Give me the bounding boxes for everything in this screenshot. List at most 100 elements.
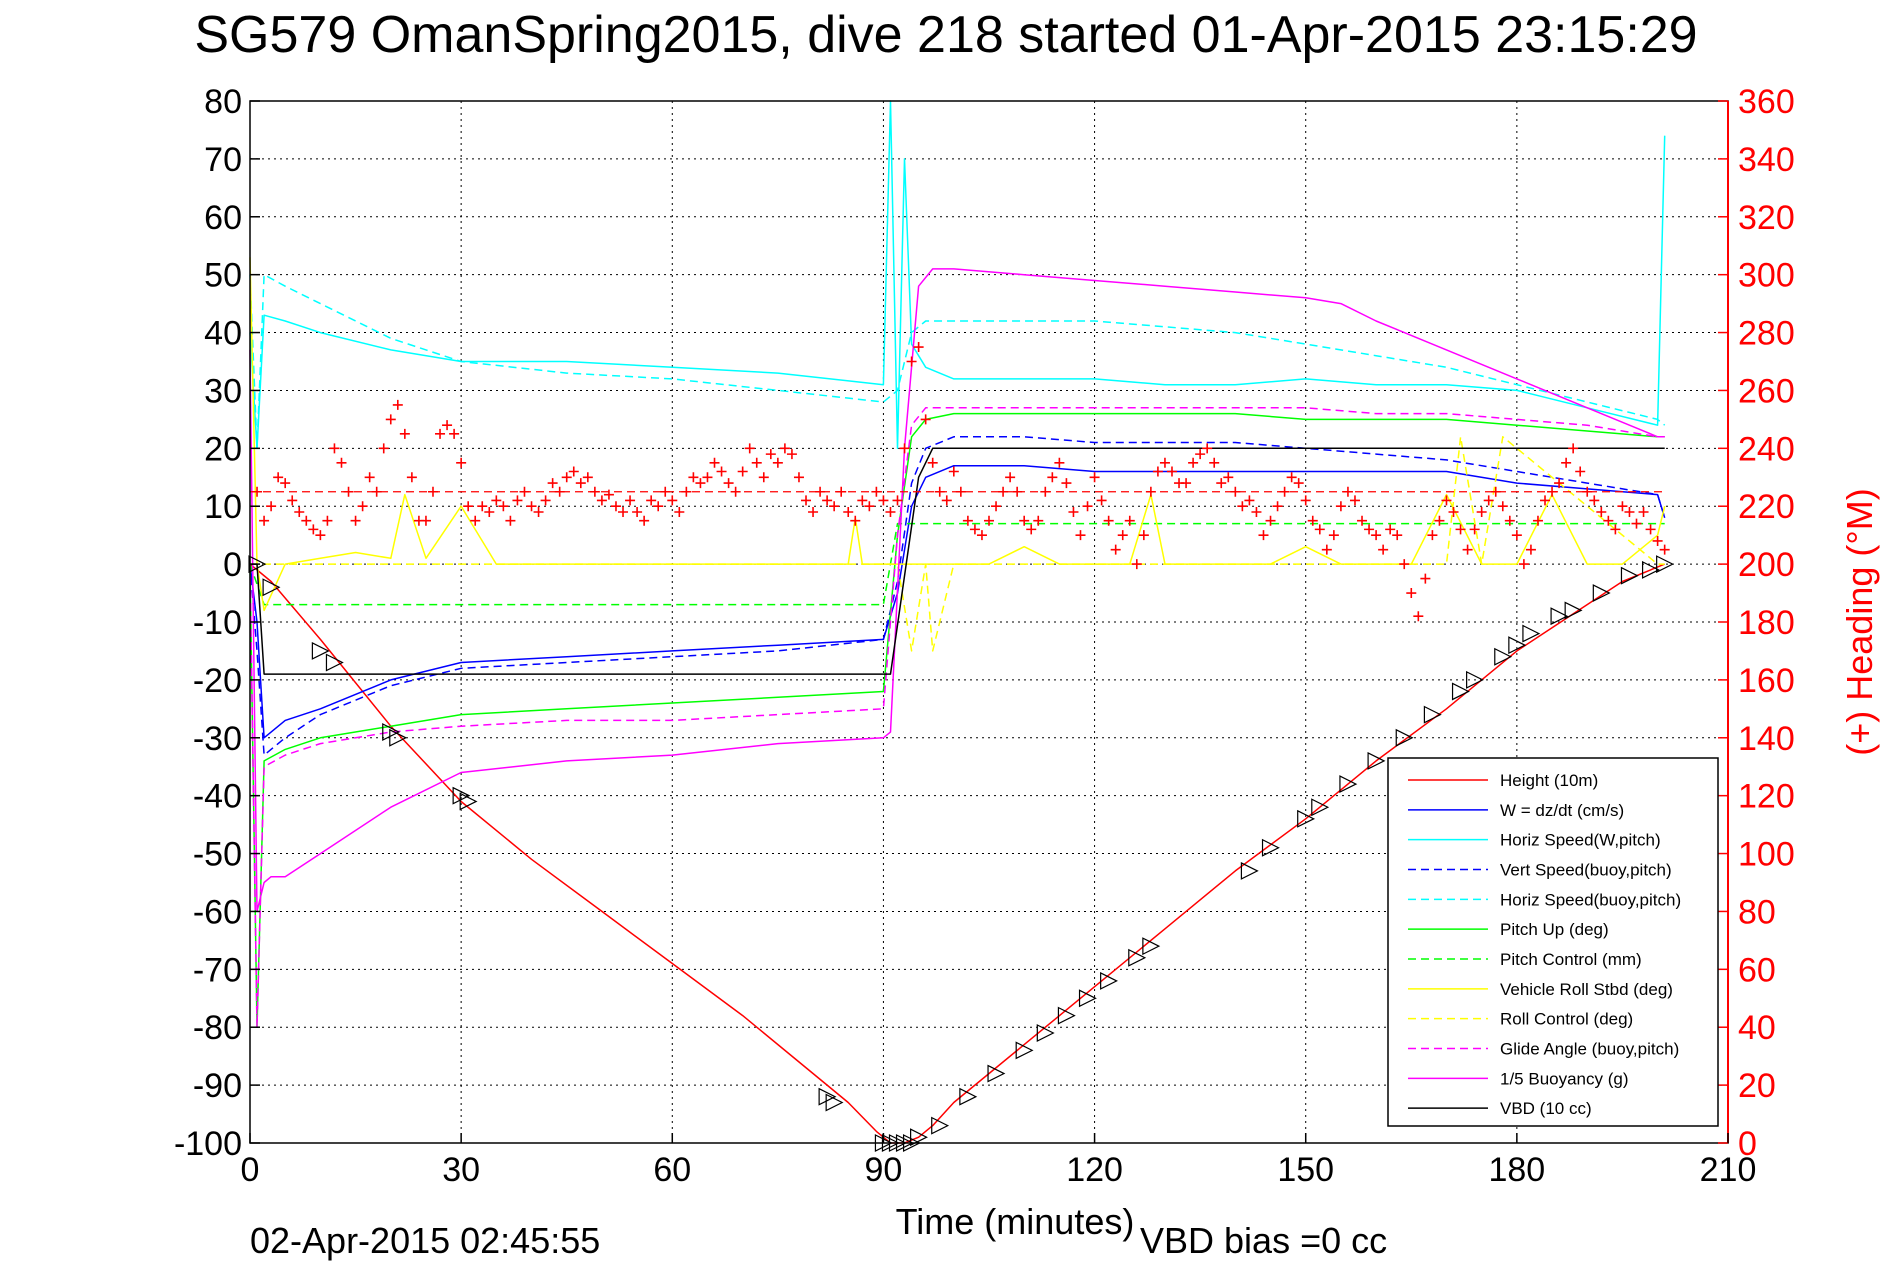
heading-point	[1068, 507, 1079, 518]
heading-point	[406, 472, 417, 483]
heading-point	[385, 414, 396, 425]
heading-point	[568, 466, 579, 477]
tick-label-right: 260	[1738, 372, 1795, 410]
tick-label-x: 150	[1277, 1151, 1334, 1189]
heading-point	[991, 501, 1002, 512]
heading-point	[1272, 501, 1283, 512]
heading-point	[702, 472, 713, 483]
tick-label-right: 20	[1738, 1067, 1776, 1105]
heading-point	[1589, 495, 1600, 506]
legend-label: Horiz Speed(buoy,pitch)	[1500, 890, 1681, 909]
heading-point	[1251, 507, 1262, 518]
tick-label-right: 160	[1738, 662, 1795, 700]
heading-point	[829, 501, 840, 512]
depth-marker	[987, 1064, 1006, 1083]
tick-label-x: 0	[241, 1151, 260, 1189]
tick-label-right: 140	[1738, 720, 1795, 758]
series-line-4	[249, 273, 1666, 450]
heading-point	[1181, 478, 1192, 489]
tick-label-left: -40	[193, 778, 242, 816]
depth-marker	[910, 1128, 928, 1147]
tick-label-right: 360	[1738, 83, 1795, 121]
heading-point	[1335, 501, 1346, 512]
heading-point	[1441, 495, 1452, 506]
tick-label-left: 30	[204, 372, 242, 410]
legend-label: Glide Angle (buoy,pitch)	[1500, 1040, 1679, 1059]
heading-point	[399, 428, 410, 439]
heading-point	[463, 501, 474, 512]
legend-box	[1387, 757, 1719, 1127]
heading-point	[1328, 530, 1339, 541]
heading-point	[280, 478, 291, 489]
heading-point	[1216, 478, 1227, 489]
depth-marker	[825, 1093, 844, 1112]
heading-point	[1469, 524, 1480, 535]
heading-point	[1645, 524, 1656, 535]
heading-point	[533, 507, 544, 518]
heading-point	[808, 507, 819, 518]
heading-point	[1138, 530, 1149, 541]
tick-label-right: 340	[1738, 141, 1795, 179]
depth-marker	[459, 792, 478, 811]
vbd-bias-footer: VBD bias =0 cc	[1140, 1220, 1387, 1261]
depth-marker	[1367, 751, 1386, 770]
depth-marker	[1451, 682, 1470, 701]
left-axis-ticks: 80 70 60 50 40 30 20 10 0 -10 -20 -30 -40 -50 -60 -70 -8…	[174, 83, 260, 1163]
heading-point	[1005, 472, 1016, 483]
heading-point	[1364, 524, 1375, 535]
heading-point	[1089, 472, 1100, 483]
heading-point	[273, 472, 284, 483]
tick-label-left: -80	[193, 1009, 242, 1047]
tick-label-right: 200	[1738, 546, 1795, 584]
right-axis-label: (+) Heading (°M)	[1839, 488, 1880, 755]
depth-marker	[1641, 560, 1660, 579]
tick-label-right: 320	[1738, 199, 1795, 237]
heading-point	[484, 507, 495, 518]
heading-point	[751, 457, 762, 468]
heading-point	[1033, 515, 1044, 526]
heading-point	[1638, 507, 1649, 518]
series-line-10	[249, 268, 1665, 913]
depth-marker	[1522, 624, 1541, 643]
heading-point	[442, 420, 453, 431]
heading-point	[1159, 457, 1170, 468]
heading-point	[1413, 611, 1424, 622]
depth-marker	[1564, 601, 1583, 620]
tick-label-left: 70	[204, 141, 242, 179]
heading-point	[1511, 530, 1522, 541]
heading-point	[1166, 466, 1177, 477]
tick-label-right: 60	[1738, 951, 1776, 989]
heading-point	[470, 515, 481, 526]
heading-point	[329, 443, 340, 454]
heading-point	[899, 443, 910, 454]
heading-point	[364, 472, 375, 483]
heading-point	[1047, 472, 1058, 483]
depth-marker	[1508, 636, 1527, 655]
heading-point	[885, 507, 896, 518]
tick-label-left: -60	[193, 893, 242, 931]
heading-point	[1110, 544, 1121, 555]
heading-point	[913, 342, 924, 353]
heading-point	[1406, 588, 1417, 599]
tick-label-right: 180	[1738, 604, 1795, 642]
heading-point	[561, 472, 572, 483]
legend-label: Horiz Speed(W,pitch)	[1500, 831, 1661, 850]
heading-point	[716, 466, 727, 477]
legend-label: Vert Speed(buoy,pitch)	[1500, 861, 1672, 880]
heading-point	[575, 478, 586, 489]
depth-marker	[1550, 607, 1569, 626]
heading-point	[1483, 495, 1494, 506]
series-line-11	[250, 447, 1665, 675]
tick-label-right: 300	[1738, 257, 1795, 295]
heading-point	[547, 478, 558, 489]
heading-point	[1244, 495, 1255, 506]
tick-label-right: 80	[1738, 893, 1776, 931]
depth-marker	[1057, 1006, 1076, 1025]
heading-point	[1659, 544, 1670, 555]
tick-label-left: 60	[204, 199, 242, 237]
tick-label-x: 90	[865, 1151, 903, 1189]
tick-label-x: 30	[442, 1151, 480, 1189]
depth-marker	[1142, 937, 1161, 956]
legend-label: W = dz/dt (cm/s)	[1500, 801, 1624, 820]
heading-point	[962, 515, 973, 526]
